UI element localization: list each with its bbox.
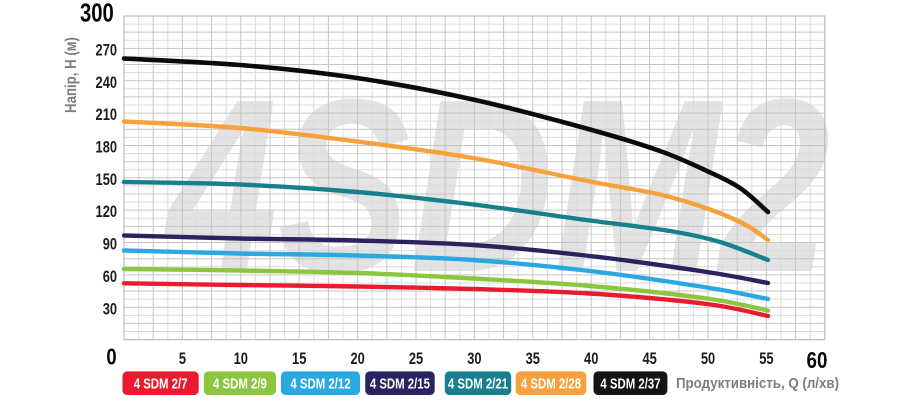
- svg-text:4 SDM 2/7: 4 SDM 2/7: [134, 375, 188, 392]
- svg-text:4 SDM 2/37: 4 SDM 2/37: [600, 375, 660, 392]
- svg-text:5: 5: [179, 351, 186, 369]
- svg-text:10: 10: [234, 351, 248, 369]
- svg-text:50: 50: [701, 351, 715, 369]
- svg-text:300: 300: [80, 0, 114, 27]
- svg-text:240: 240: [96, 74, 117, 92]
- svg-text:210: 210: [96, 107, 117, 125]
- svg-text:90: 90: [103, 236, 117, 254]
- svg-text:Напір, H (м): Напір, H (м): [63, 37, 80, 113]
- svg-text:30: 30: [103, 301, 117, 319]
- svg-text:35: 35: [526, 351, 540, 369]
- svg-text:15: 15: [292, 351, 306, 369]
- svg-text:4 SDM 2/15: 4 SDM 2/15: [370, 375, 431, 392]
- svg-text:4 SDM 2/9: 4 SDM 2/9: [213, 375, 267, 392]
- svg-text:270: 270: [96, 42, 117, 60]
- svg-text:55: 55: [759, 351, 773, 369]
- svg-text:4 SDM 2/12: 4 SDM 2/12: [290, 375, 350, 392]
- svg-text:20: 20: [350, 351, 364, 369]
- svg-text:Продуктивність, Q (л/хв): Продуктивність, Q (л/хв): [676, 374, 839, 391]
- svg-text:40: 40: [584, 351, 598, 369]
- svg-text:30: 30: [467, 351, 481, 369]
- svg-text:0: 0: [106, 345, 116, 370]
- svg-text:120: 120: [96, 204, 117, 222]
- svg-text:4 SDM 2/21: 4 SDM 2/21: [448, 375, 509, 392]
- svg-text:60: 60: [807, 347, 828, 374]
- svg-text:4 SDM 2/28: 4 SDM 2/28: [521, 375, 581, 392]
- svg-text:45: 45: [642, 351, 656, 369]
- svg-text:150: 150: [96, 172, 117, 190]
- svg-text:25: 25: [409, 351, 423, 369]
- svg-text:180: 180: [96, 139, 117, 157]
- svg-text:60: 60: [103, 269, 117, 287]
